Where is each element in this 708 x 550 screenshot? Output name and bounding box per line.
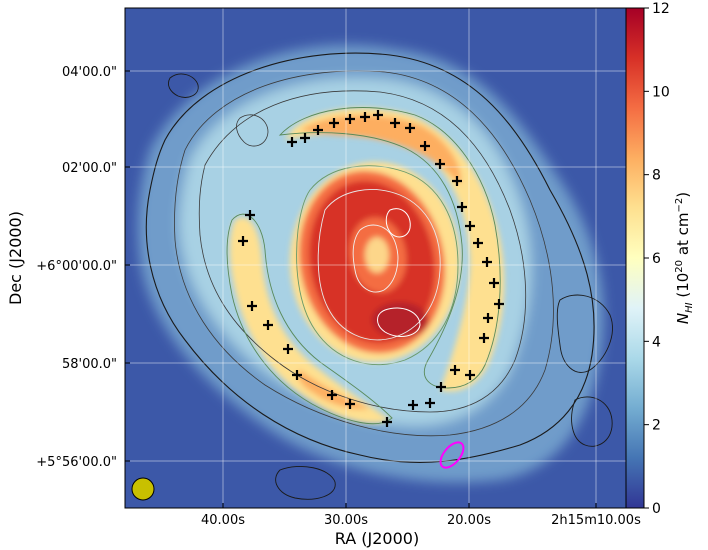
- plus-marker: [327, 390, 337, 400]
- y-tick-label: +6°00'00.0": [36, 259, 117, 274]
- plus-marker: [450, 365, 460, 375]
- y-tick-label: +5°56'00.0": [36, 455, 117, 470]
- colorbar-label-unit: at cm: [674, 212, 692, 259]
- colorbar-tick-label: 4: [652, 334, 661, 350]
- colorbar-tick-label: 6: [652, 251, 661, 267]
- contour-outer: [145, 52, 595, 463]
- core-center: [365, 237, 389, 273]
- plus-marker: [382, 417, 392, 427]
- contour-core-knot2: [377, 307, 421, 337]
- colorbar-tick-label: 8: [652, 168, 661, 184]
- contour-patch-right2: [571, 396, 613, 447]
- grid: [125, 8, 630, 508]
- core-dark: [372, 302, 428, 338]
- x-axis-label: RA (J2000): [335, 529, 419, 548]
- plus-marker: [420, 141, 430, 151]
- plus-marker: [345, 114, 355, 124]
- plus-marker: [287, 137, 297, 147]
- colorbar-label-rest: (10: [674, 273, 692, 303]
- colorbar-label-close: ): [674, 192, 692, 198]
- contours: [145, 52, 613, 500]
- plot-area: [125, 8, 630, 508]
- plus-marker: [489, 278, 499, 288]
- contour-left-arm-small: [236, 114, 269, 147]
- plus-marker: [263, 320, 273, 330]
- plus-marker: [483, 313, 493, 323]
- plus-marker: [457, 202, 467, 212]
- arm-upper-orange: [300, 114, 461, 185]
- plus-marker: [482, 257, 492, 267]
- arm-upper: [285, 108, 505, 392]
- colorbar-gradient: [625, 7, 645, 509]
- plus-marker: [247, 301, 257, 311]
- y-tick-label: 58'00.0": [62, 357, 117, 372]
- contour-2: [174, 70, 554, 437]
- colorbar: 0 2 4 6 8 10 12 NHI (1020 at cm−2): [625, 1, 695, 517]
- colorbar-tick-label: 2: [652, 418, 661, 434]
- plus-marker: [283, 344, 293, 354]
- colorbar-tick-label: 10: [652, 84, 670, 100]
- plus-marker: [452, 176, 462, 186]
- plus-marker: [292, 370, 302, 380]
- contour-5: [226, 213, 393, 425]
- y-tick-label: 02'00.0": [62, 161, 117, 176]
- plus-marker: [405, 123, 415, 133]
- colorbar-label-exp: 20: [674, 260, 685, 273]
- contour-core-inner: [317, 189, 441, 341]
- plus-marker: [313, 125, 323, 135]
- colorbar-label-sub: HI: [684, 302, 695, 313]
- plus-marker: [479, 333, 489, 343]
- plus-marker: [238, 236, 248, 246]
- colorbar-tick-label: 0: [652, 501, 661, 517]
- plus-marker: [436, 382, 446, 392]
- contour-patch-top: [167, 73, 199, 98]
- plus-marker: [465, 221, 475, 231]
- x-tick-label: 30.00s: [324, 513, 368, 528]
- arm-left-orange: [298, 370, 370, 410]
- plus-marker: [300, 133, 310, 143]
- plus-marker: [494, 299, 504, 309]
- x-tick-label: 2h15m10.00s: [551, 513, 641, 528]
- plus-marker: [473, 238, 483, 248]
- plus-marker: [329, 118, 339, 128]
- beam-circle: [131, 477, 155, 501]
- plus-marker: [408, 400, 418, 410]
- plus-markers: [238, 110, 504, 427]
- intensity-map-inner: [229, 108, 505, 424]
- magenta-ellipse: [439, 441, 465, 469]
- contour-4: [278, 107, 501, 389]
- x-axis: 40.00s 30.00s 20.00s 2h15m10.00s RA (J20…: [201, 503, 641, 548]
- colorbar-label: NHI (1020 at cm−2): [674, 192, 695, 324]
- contour-3: [198, 90, 527, 413]
- contour-patch-right: [556, 294, 613, 373]
- y-axis-label: Dec (J2000): [6, 211, 25, 305]
- colorbar-tick-label: 12: [652, 1, 670, 17]
- x-tick-label: 40.00s: [201, 513, 245, 528]
- colorbar-ticks: 0 2 4 6 8 10 12: [644, 1, 670, 517]
- contour-core: [296, 165, 459, 366]
- plus-marker: [435, 159, 445, 169]
- y-tick-label: 04'00.0": [62, 65, 117, 80]
- contour-core-knot: [385, 208, 411, 238]
- colorbar-label-unit-exp: −2: [674, 198, 685, 213]
- plus-marker: [425, 398, 435, 408]
- plus-marker: [360, 112, 370, 122]
- contour-core-hole: [352, 224, 399, 293]
- colorbar-label-main: N: [674, 313, 692, 324]
- contour-patch-bottom: [275, 465, 336, 500]
- plus-marker: [345, 399, 355, 409]
- y-axis: 04'00.0" 02'00.0" +6°00'00.0" 58'00.0" +…: [6, 65, 130, 470]
- plus-marker: [245, 210, 255, 220]
- plus-marker: [373, 110, 383, 120]
- plus-marker: [465, 370, 475, 380]
- x-tick-label: 20.00s: [447, 513, 491, 528]
- plus-marker: [390, 118, 400, 128]
